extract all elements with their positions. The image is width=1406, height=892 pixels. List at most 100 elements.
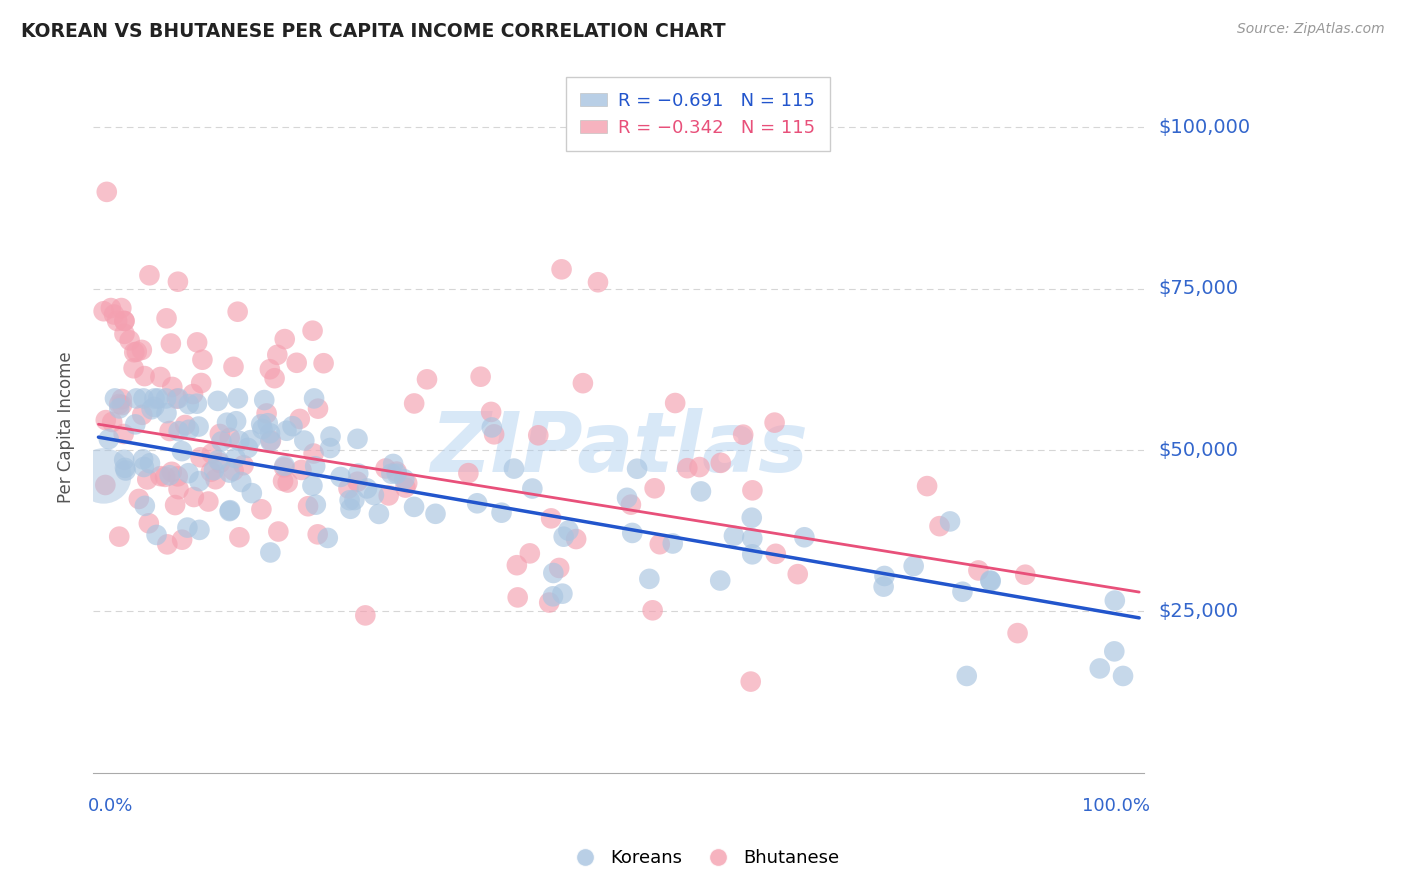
Point bbox=[108, 397, 131, 411]
Point bbox=[226, 392, 249, 406]
Point bbox=[252, 422, 274, 436]
Point bbox=[259, 426, 281, 441]
Point bbox=[319, 429, 342, 443]
Point bbox=[204, 472, 226, 486]
Point bbox=[709, 574, 731, 588]
Point bbox=[288, 412, 311, 426]
Point bbox=[93, 304, 115, 318]
Point bbox=[343, 493, 366, 508]
Point bbox=[626, 461, 648, 475]
Point bbox=[160, 465, 183, 479]
Point bbox=[741, 483, 763, 498]
Point bbox=[1104, 593, 1126, 607]
Point bbox=[104, 392, 127, 406]
Point bbox=[765, 547, 787, 561]
Point bbox=[356, 482, 378, 496]
Point bbox=[301, 478, 323, 492]
Point bbox=[763, 416, 786, 430]
Point bbox=[337, 482, 360, 496]
Point bbox=[263, 371, 285, 385]
Point bbox=[1088, 661, 1111, 675]
Point bbox=[191, 352, 214, 367]
Point bbox=[553, 530, 575, 544]
Point bbox=[620, 498, 643, 512]
Point bbox=[103, 308, 125, 322]
Point bbox=[710, 456, 733, 470]
Point bbox=[277, 475, 299, 490]
Point bbox=[167, 424, 190, 438]
Point bbox=[143, 400, 166, 414]
Text: $75,000: $75,000 bbox=[1159, 279, 1239, 298]
Point bbox=[114, 461, 136, 475]
Point bbox=[301, 324, 323, 338]
Point bbox=[394, 481, 416, 495]
Point bbox=[368, 507, 391, 521]
Point bbox=[160, 336, 183, 351]
Point bbox=[167, 392, 190, 406]
Point bbox=[377, 488, 399, 502]
Point bbox=[316, 531, 339, 545]
Point bbox=[522, 482, 544, 496]
Point bbox=[915, 479, 938, 493]
Point bbox=[416, 372, 439, 386]
Point bbox=[347, 467, 370, 481]
Point bbox=[741, 510, 763, 524]
Text: $50,000: $50,000 bbox=[1159, 441, 1239, 459]
Point bbox=[114, 326, 136, 341]
Point bbox=[155, 311, 177, 326]
Point bbox=[207, 393, 229, 408]
Point bbox=[183, 490, 205, 504]
Point bbox=[186, 397, 208, 411]
Point bbox=[872, 580, 894, 594]
Point bbox=[740, 674, 762, 689]
Point bbox=[382, 457, 405, 471]
Point bbox=[170, 444, 193, 458]
Point bbox=[259, 362, 281, 376]
Point bbox=[132, 452, 155, 467]
Point bbox=[540, 511, 562, 525]
Point bbox=[956, 669, 979, 683]
Point bbox=[155, 406, 177, 420]
Point bbox=[404, 396, 426, 410]
Point bbox=[224, 450, 246, 465]
Point bbox=[253, 393, 276, 408]
Point bbox=[149, 469, 172, 483]
Point bbox=[1014, 567, 1036, 582]
Point bbox=[240, 486, 263, 500]
Point bbox=[232, 458, 254, 473]
Point bbox=[239, 433, 262, 447]
Point bbox=[202, 463, 225, 477]
Point bbox=[190, 376, 212, 390]
Point bbox=[200, 465, 222, 479]
Text: 0.0%: 0.0% bbox=[89, 797, 134, 814]
Point bbox=[302, 446, 325, 460]
Point bbox=[134, 369, 156, 384]
Point bbox=[222, 464, 245, 478]
Point bbox=[124, 417, 146, 432]
Point bbox=[138, 268, 160, 283]
Point bbox=[939, 515, 962, 529]
Point bbox=[541, 590, 564, 604]
Point bbox=[302, 392, 325, 406]
Point bbox=[273, 460, 295, 475]
Point bbox=[346, 475, 368, 489]
Point bbox=[250, 502, 273, 516]
Point bbox=[304, 459, 326, 474]
Y-axis label: Per Capita Income: Per Capita Income bbox=[58, 351, 75, 503]
Point bbox=[354, 608, 377, 623]
Point bbox=[114, 463, 136, 477]
Point bbox=[266, 348, 288, 362]
Point bbox=[96, 185, 118, 199]
Point bbox=[967, 564, 990, 578]
Text: 100.0%: 100.0% bbox=[1081, 797, 1150, 814]
Point bbox=[143, 392, 166, 406]
Point bbox=[201, 446, 224, 460]
Point bbox=[550, 262, 572, 277]
Point bbox=[125, 344, 148, 359]
Point bbox=[225, 414, 247, 428]
Point bbox=[190, 450, 212, 465]
Point bbox=[112, 452, 135, 467]
Point bbox=[226, 304, 249, 318]
Point bbox=[132, 392, 155, 406]
Point bbox=[572, 376, 595, 391]
